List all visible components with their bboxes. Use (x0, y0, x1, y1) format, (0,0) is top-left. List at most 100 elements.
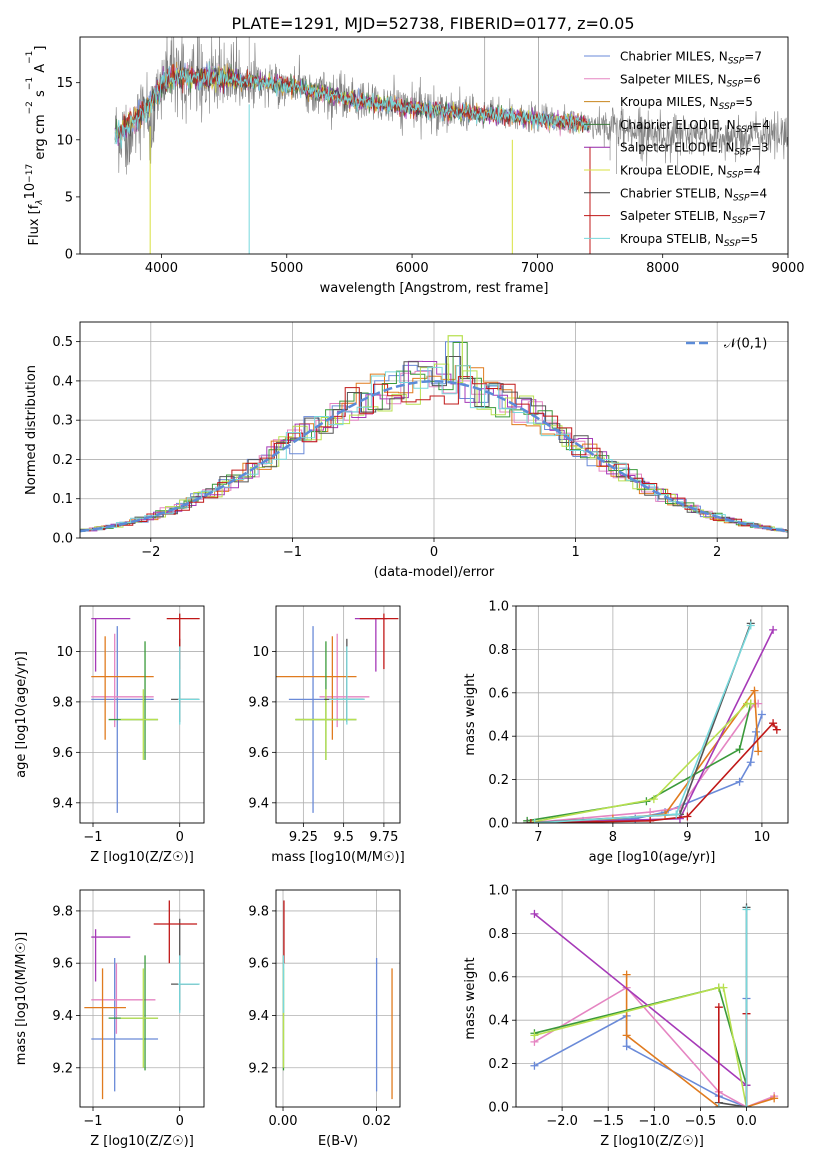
y-tick-label: 0.3 (52, 414, 73, 429)
series-line-7 (718, 907, 748, 1107)
series-marker (649, 795, 658, 804)
y-tick-label: 0.5 (52, 335, 73, 350)
y-axis-label-part: Flux [f (27, 204, 42, 245)
y-tick-label: 0.8 (488, 643, 509, 658)
series-line-7 (527, 623, 752, 823)
panel-age-vs-mass: 9.25 9.5 9.75 9.4 9.6 9.8 10 mass [log10(M/M☉)] (248, 605, 405, 865)
histogram-step-9 (80, 365, 788, 532)
axes-frame (515, 605, 789, 824)
legend-label-6: Kroupa ELODIE, NSSP=4 (620, 164, 761, 181)
legend-series-count: =6 (743, 72, 761, 86)
legend-subscript: SSP (724, 239, 741, 249)
y-tick-label: 0.1 (52, 492, 73, 507)
legend-subscript: SSP (727, 171, 744, 181)
x-tick-label: −0.5 (685, 1114, 717, 1129)
model-line-9 (114, 61, 590, 149)
x-tick-label: 9.5 (333, 830, 354, 845)
legend-subscript: SSP (727, 79, 744, 89)
x-tick-label: −2.0 (546, 1114, 578, 1129)
plot-area (114, 37, 788, 254)
legend-label-normal: 𝒩(0,1) (724, 337, 767, 352)
panel-age-vs-Z: −1 0 9.4 9.6 9.8 10 Z [log10(Z/Z☉)] age [log10(… (14, 605, 205, 865)
y-tick-label: 0.8 (488, 927, 509, 942)
series-line-1 (527, 714, 763, 823)
legend-subscript: SSP (719, 102, 736, 112)
x-axis-label: Z [log10(Z/Z☉)] (90, 850, 194, 865)
x-tick-label: 7000 (521, 261, 554, 276)
x-axis-label: Z [log10(Z/Z☉)] (90, 1134, 194, 1149)
x-tick-label: −1.0 (639, 1114, 671, 1129)
model-line-7 (114, 60, 590, 142)
plot-area (276, 613, 399, 813)
y-tick-label: 9.4 (248, 796, 269, 811)
series-marker (530, 819, 539, 823)
x-tick-label: 0.00 (269, 1114, 298, 1129)
series-marker (523, 819, 532, 823)
legend-subscript: SSP (736, 125, 753, 135)
y-tick-label: 9.8 (248, 695, 269, 710)
y-tick-label: 9.6 (248, 957, 269, 972)
legend-series-count: =7 (748, 209, 766, 223)
errorbar-point-6 (120, 689, 159, 760)
x-tick-label: 0 (176, 830, 184, 845)
y-axis-label: Normed distribution (24, 365, 39, 495)
y-axis-label-part: −1 (25, 77, 35, 90)
errorbar-point-3 (91, 636, 154, 740)
y-tick-label: 9.4 (52, 1009, 73, 1024)
x-tick-label: −1 (83, 830, 102, 845)
y-axis-label: age [log10(age/yr)] (14, 651, 29, 778)
y-tick-label: 9.8 (248, 904, 269, 919)
legend-series-count: =3 (751, 141, 769, 155)
y-tick-label: 9.4 (52, 796, 73, 811)
errorbar-point-3 (84, 968, 126, 1100)
y-tick-label: 9.4 (248, 1009, 269, 1024)
x-tick-label: 5000 (270, 261, 303, 276)
series-marker (751, 727, 760, 736)
errorbar-point-5 (91, 617, 131, 672)
errorbar-point-2 (91, 963, 156, 1034)
panel-mass-vs-EBV: 0.00 0.02 9.2 9.4 9.6 9.8 E(B-V) (248, 889, 401, 1149)
y-tick-label: 0.6 (488, 686, 509, 701)
errorbar-point-2 (91, 633, 154, 728)
legend-series-name: Salpeter ELODIE, N (620, 141, 734, 155)
x-tick-label: −1 (283, 545, 302, 560)
series-marker (622, 1042, 631, 1051)
y-axis-label: Flux [fλ10−17 erg cm−2 s−1 A−1] (23, 46, 48, 246)
series-marker (746, 758, 755, 767)
y-tick-label: 10 (252, 645, 269, 660)
x-tick-label: −1 (83, 1114, 102, 1129)
y-tick-label: 0.0 (488, 817, 509, 832)
legend-series-name: Salpeter MILES, N (620, 72, 727, 86)
series-marker (757, 710, 766, 719)
errorbar-point-9 (177, 646, 200, 725)
x-axis-label: age [log10(age/yr)] (589, 850, 716, 865)
series-line-8 (718, 1007, 748, 1107)
y-axis-label: mass weight (463, 957, 478, 1039)
x-tick-label: 6000 (396, 261, 429, 276)
errorbar-point-3 (276, 636, 357, 740)
y-tick-label: 0.0 (52, 532, 73, 547)
legend-subscript: SSP (728, 57, 745, 67)
series-marker (746, 621, 755, 630)
series-marker (530, 909, 539, 918)
legend-series-count: =5 (740, 232, 758, 246)
series-marker (646, 816, 655, 823)
y-axis-label-part: A (33, 64, 48, 77)
axes-frame (515, 889, 789, 1108)
series-marker (735, 745, 744, 754)
errorbar-point-8 (166, 613, 200, 670)
x-tick-label: 0 (176, 1114, 184, 1129)
axes-frame (275, 889, 401, 1108)
x-tick-label: −2 (141, 545, 160, 560)
series-line-1 (534, 998, 748, 1107)
y-tick-label: 9.2 (52, 1061, 73, 1076)
series-marker (770, 1094, 779, 1103)
series-marker (750, 686, 759, 695)
plot-area (84, 900, 200, 1100)
errorbar-point-5 (354, 617, 388, 672)
y-tick-label: 0.4 (52, 374, 73, 389)
series-marker (526, 819, 535, 823)
legend-series-count: =5 (735, 95, 753, 109)
y-tick-label: 10 (56, 133, 73, 148)
